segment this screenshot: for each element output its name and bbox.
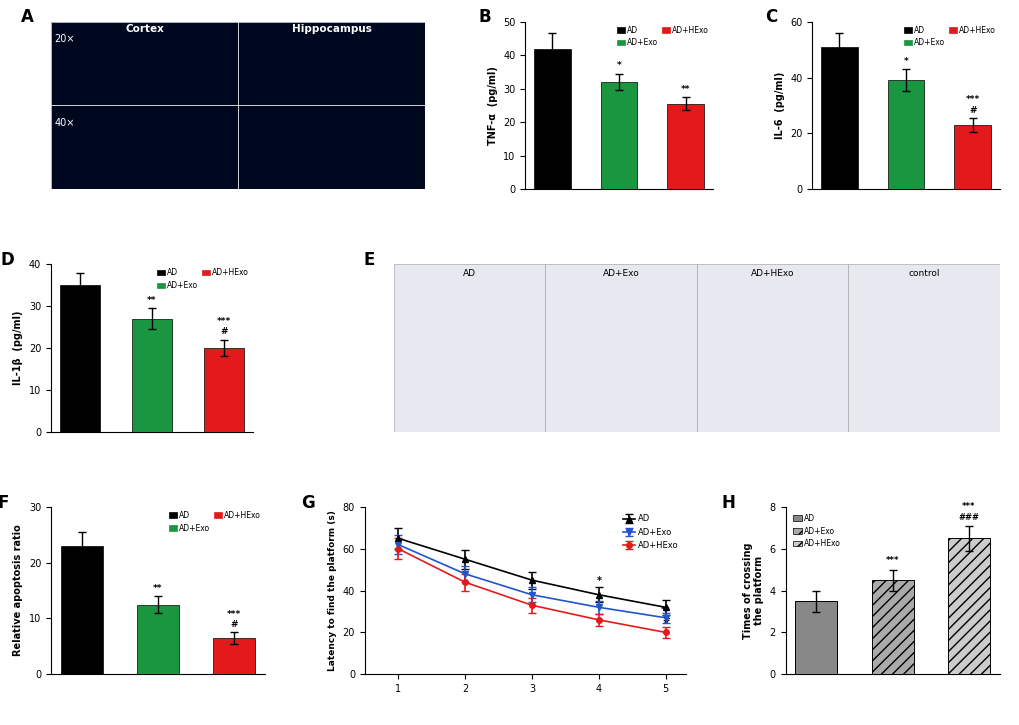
Text: AD+HExo: AD+HExo — [750, 270, 794, 278]
Text: *: * — [596, 576, 601, 587]
Text: F: F — [0, 494, 9, 512]
Bar — [954, 125, 990, 189]
Legend: AD, AD+Exo, AD+HExo: AD, AD+Exo, AD+HExo — [900, 22, 998, 51]
Bar — [545, 265, 696, 431]
Y-axis label: Latency to find the platform (s): Latency to find the platform (s) — [328, 510, 337, 671]
Bar — [238, 22, 425, 105]
Text: *: * — [903, 57, 908, 66]
Bar — [51, 22, 238, 105]
Legend: AD, AD+Exo, AD+HExo: AD, AD+Exo, AD+HExo — [789, 510, 843, 552]
Text: 20×: 20× — [55, 34, 75, 44]
Text: 40×: 40× — [55, 118, 75, 128]
Y-axis label: TNF-α  (pg/ml): TNF-α (pg/ml) — [487, 66, 497, 145]
Bar — [600, 82, 637, 189]
Bar — [61, 546, 103, 674]
Bar — [795, 601, 837, 674]
Text: C: C — [765, 9, 777, 26]
Text: *: * — [615, 62, 621, 70]
Text: ***
#: *** # — [227, 610, 242, 629]
Text: B: B — [478, 9, 490, 26]
Legend: AD, AD+Exo, AD+HExo: AD, AD+Exo, AD+HExo — [166, 507, 264, 536]
Text: D: D — [1, 251, 14, 269]
Bar — [137, 605, 178, 674]
Text: **: ** — [147, 296, 157, 305]
Legend: AD, AD+Exo, AD+HExo: AD, AD+Exo, AD+HExo — [619, 511, 681, 553]
Text: ***
#: *** # — [965, 95, 979, 115]
Text: A: A — [21, 9, 34, 26]
Text: **: ** — [153, 584, 163, 593]
Bar — [887, 80, 923, 189]
Text: control: control — [907, 270, 938, 278]
Text: Hippocampus: Hippocampus — [291, 24, 371, 34]
Bar — [393, 265, 545, 431]
Text: ***: *** — [884, 557, 899, 566]
Bar — [696, 265, 848, 431]
Bar — [238, 105, 425, 189]
Y-axis label: IL-6  (pg/ml): IL-6 (pg/ml) — [774, 72, 784, 139]
Text: H: H — [720, 494, 735, 512]
Bar — [947, 538, 988, 674]
Legend: AD, AD+Exo, AD+HExo: AD, AD+Exo, AD+HExo — [154, 265, 252, 293]
Text: E: E — [364, 251, 375, 269]
Legend: AD, AD+Exo, AD+HExo: AD, AD+Exo, AD+HExo — [613, 22, 711, 51]
Bar — [533, 49, 570, 189]
Text: ***
#: *** # — [216, 317, 230, 336]
Text: AD: AD — [463, 270, 476, 278]
Bar — [60, 285, 100, 431]
Text: **
#: ** # — [660, 605, 669, 625]
Bar — [871, 580, 913, 674]
Text: G: G — [301, 494, 314, 512]
Bar — [666, 104, 703, 189]
Bar — [848, 265, 999, 431]
Y-axis label: Times of crossing
the platform: Times of crossing the platform — [742, 542, 763, 639]
Bar — [51, 105, 238, 189]
Bar — [132, 319, 171, 431]
Y-axis label: IL-1β  (pg/ml): IL-1β (pg/ml) — [13, 311, 23, 385]
Bar — [204, 348, 244, 431]
Text: Cortex: Cortex — [125, 24, 164, 34]
Y-axis label: Relative apoptosis ratio: Relative apoptosis ratio — [13, 525, 23, 656]
Bar — [820, 47, 857, 189]
Bar — [213, 638, 255, 674]
Text: ***
###: *** ### — [958, 502, 978, 521]
Text: AD+Exo: AD+Exo — [602, 270, 639, 278]
Text: **: ** — [681, 85, 690, 94]
